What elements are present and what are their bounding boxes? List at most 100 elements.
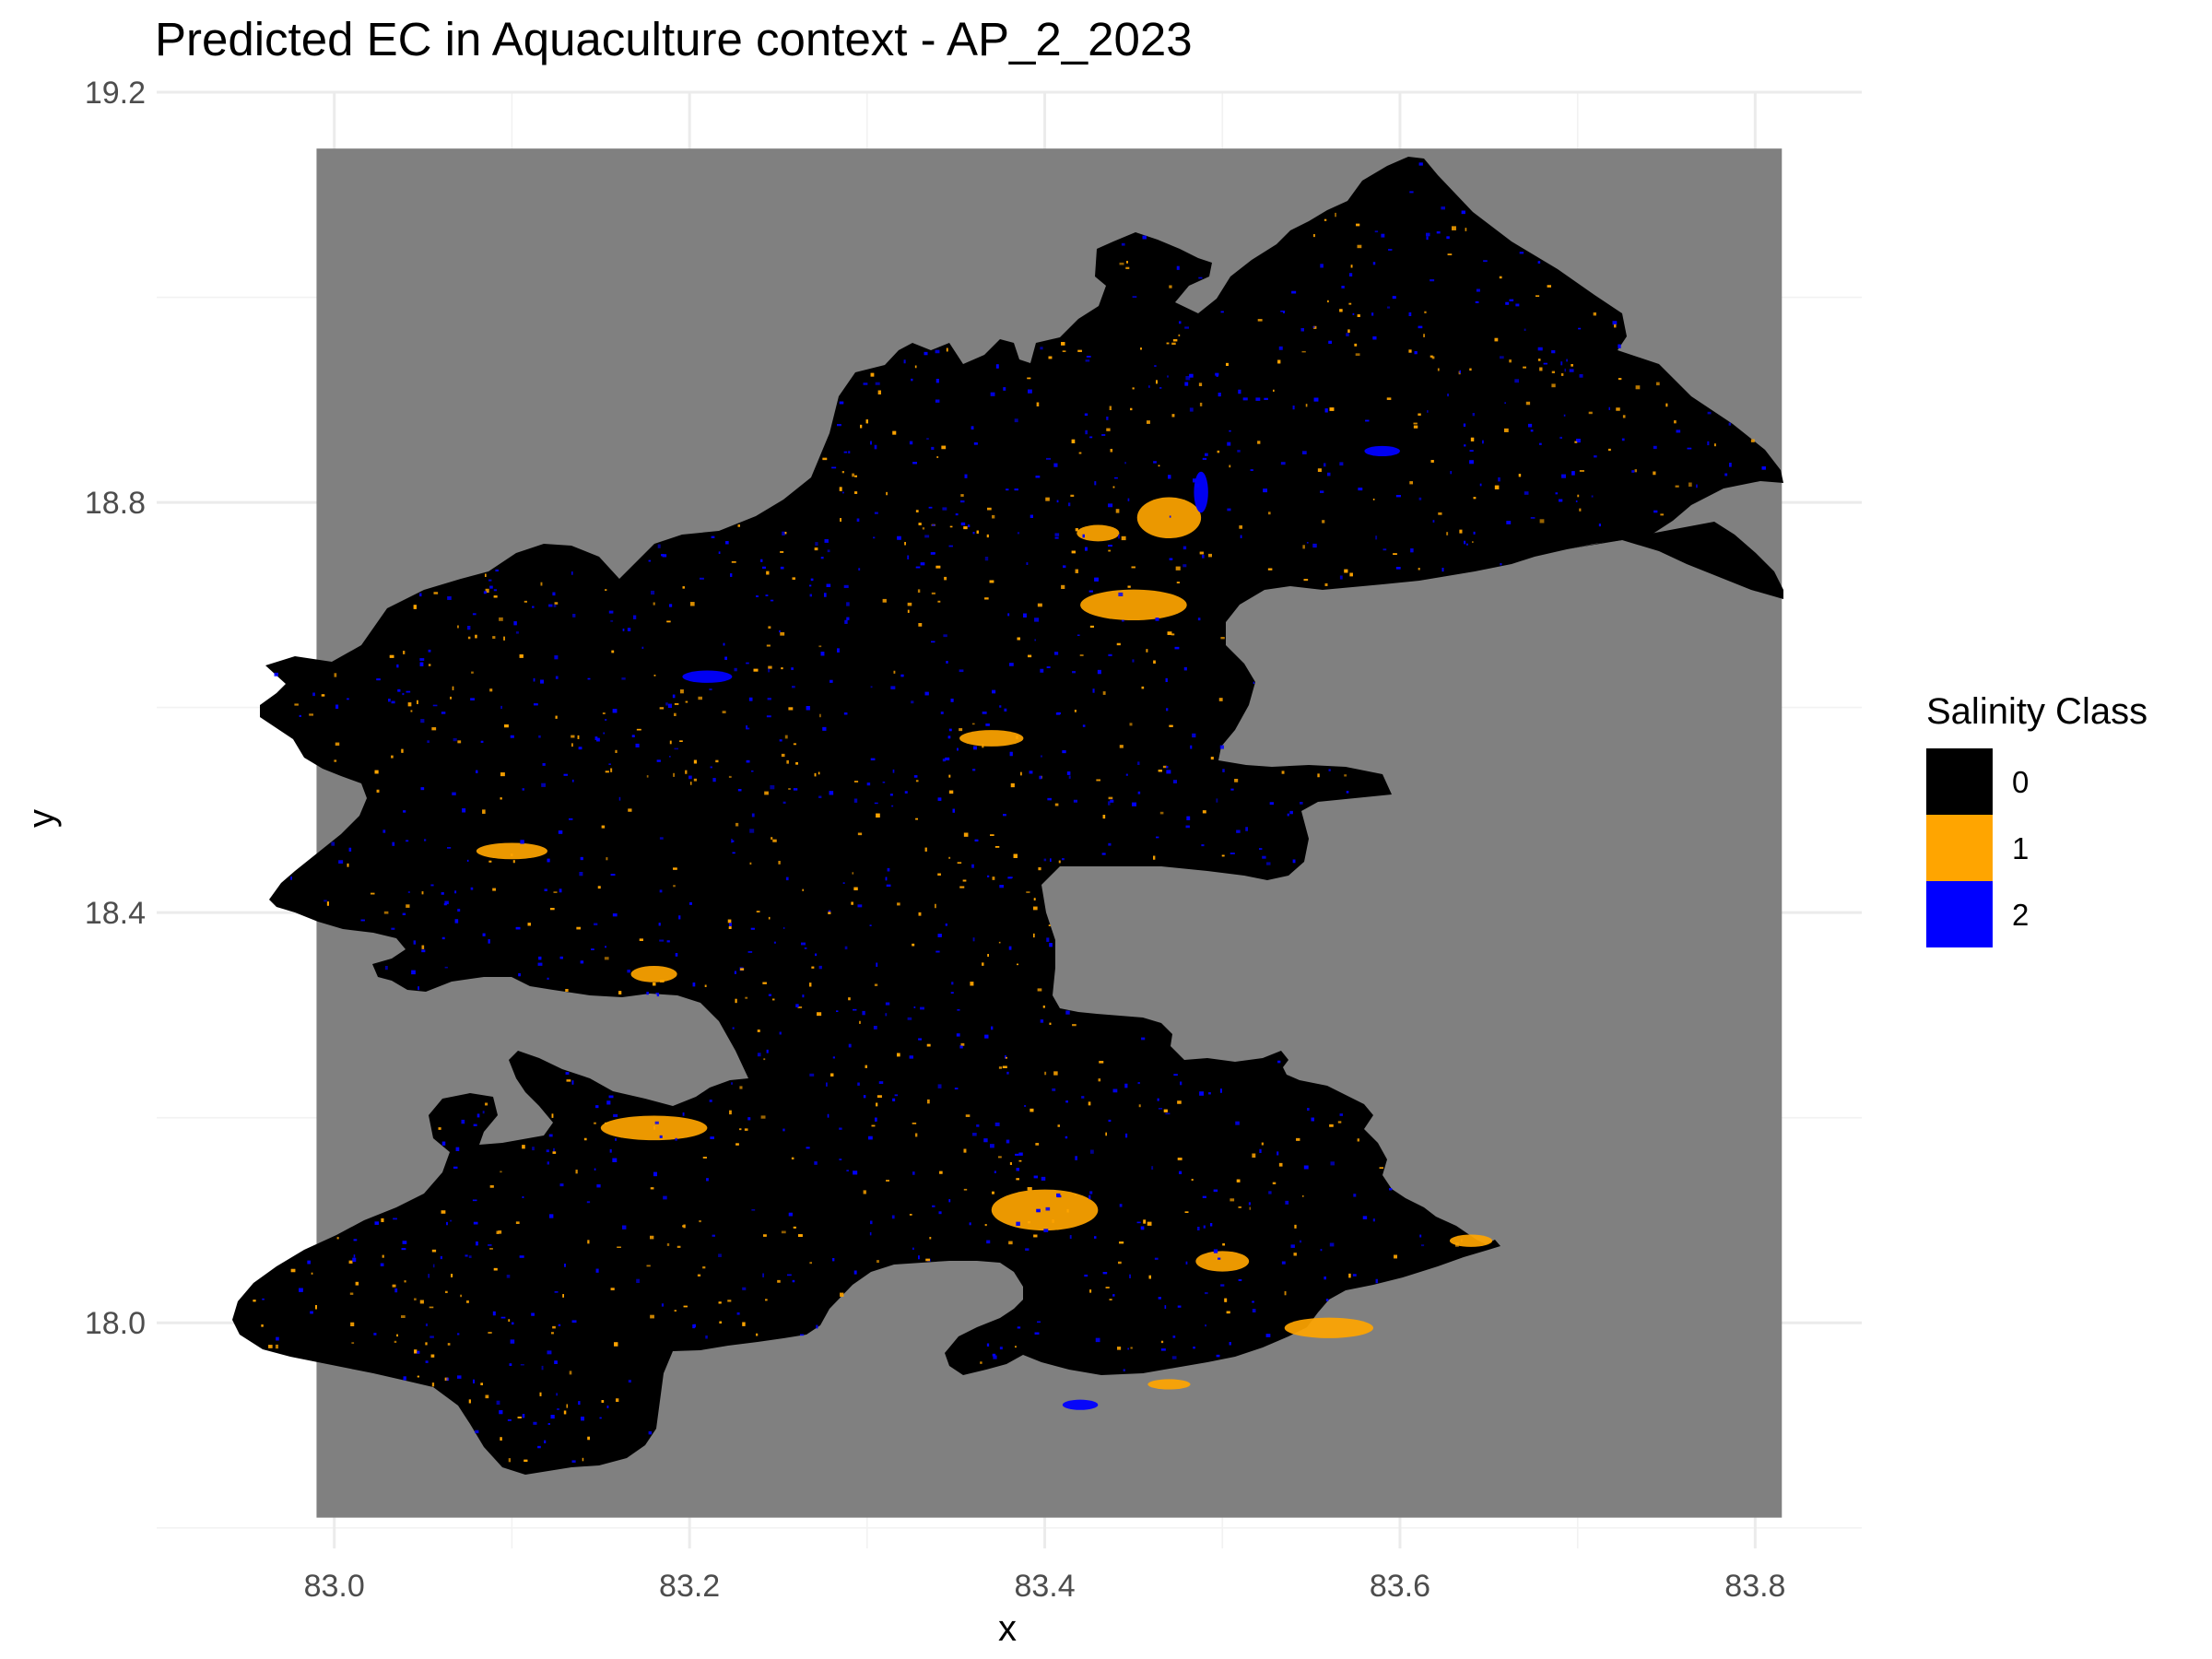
salinity-speckle (376, 789, 380, 793)
salinity-speckle (433, 592, 439, 594)
salinity-speckle (1299, 1240, 1302, 1243)
salinity-speckle (976, 530, 979, 534)
salinity-speckle (396, 664, 399, 668)
salinity-speckle (1169, 558, 1173, 560)
salinity-speckle (1210, 1223, 1213, 1227)
salinity-speckle (334, 673, 337, 677)
salinity-speckle (983, 1138, 988, 1143)
salinity-speckle (419, 662, 424, 666)
salinity-speckle (591, 948, 594, 950)
salinity-speckle (1300, 328, 1304, 332)
salinity-speckle (742, 1322, 746, 1326)
salinity-speckle (541, 1365, 544, 1371)
salinity-speckle (1560, 373, 1564, 376)
salinity-speckle (1077, 349, 1082, 352)
salinity-speckle (401, 1248, 406, 1251)
salinity-speckle (1220, 1088, 1222, 1093)
salinity-speckle (452, 792, 456, 795)
salinity-speckle (1301, 350, 1306, 353)
salinity-speckle (419, 1300, 424, 1304)
legend-label: 0 (2012, 765, 2029, 799)
salinity-speckle (1008, 946, 1012, 950)
salinity-speckle (1167, 631, 1172, 635)
salinity-speckle (594, 1168, 596, 1171)
salinity-speckle (912, 1171, 915, 1175)
salinity-speckle (669, 756, 671, 758)
salinity-speckle (911, 700, 914, 704)
salinity-speckle (1344, 569, 1348, 573)
salinity-speckle (1017, 532, 1020, 535)
salinity-speckle (837, 648, 840, 653)
salinity-speckle (915, 566, 921, 569)
salinity-speckle (519, 654, 524, 658)
salinity-speckle (693, 778, 697, 782)
salinity-speckle (1159, 387, 1162, 389)
salinity-speckle (382, 830, 386, 833)
salinity-speckle (809, 594, 812, 597)
salinity-speckle (971, 864, 974, 868)
salinity-speckle (915, 510, 919, 512)
salinity-speckle (659, 939, 665, 942)
salinity-speckle (1427, 410, 1429, 413)
salinity-speckle (1324, 218, 1327, 221)
salinity-speckle (918, 912, 922, 916)
salinity-speckle (1392, 296, 1396, 300)
salinity-speckle (1075, 1156, 1077, 1160)
salinity-speckle (735, 1143, 739, 1146)
salinity-speckle (842, 882, 845, 884)
salinity-speckle (575, 1170, 578, 1174)
salinity-speckle (554, 1360, 558, 1364)
salinity-speckle (1687, 447, 1692, 450)
salinity-speckle (939, 1171, 943, 1174)
salinity-speckle (1220, 637, 1225, 640)
salinity-speckle (1560, 361, 1563, 366)
salinity-speckle (889, 794, 893, 796)
salinity-speckle (925, 1258, 930, 1262)
salinity-speckle (371, 892, 375, 895)
salinity-speckle (610, 874, 616, 877)
salinity-speckle (1191, 1179, 1194, 1182)
salinity-speckle (770, 785, 775, 790)
salinity-speckle (1357, 244, 1362, 249)
salinity-speckle (999, 885, 1004, 888)
salinity-speckle (780, 632, 785, 636)
salinity-speckle (1312, 326, 1315, 328)
salinity-speckle (421, 891, 424, 895)
salinity-speckle (472, 613, 477, 616)
salinity-speckle (1003, 814, 1006, 817)
salinity-speckle (544, 1440, 547, 1443)
salinity-speckle (417, 1350, 420, 1354)
salinity-speckle (522, 1414, 525, 1418)
salinity-speckle (403, 651, 406, 654)
salinity-speckle (548, 604, 553, 607)
salinity-speckle (1105, 1287, 1110, 1288)
salinity-speckle (1006, 1056, 1007, 1059)
salinity-speckle (1253, 681, 1255, 684)
salinity-speckle (1102, 815, 1106, 819)
salinity-speckle (973, 442, 978, 445)
salinity-class-clusters (476, 445, 1493, 1410)
salinity-speckle (1027, 1187, 1032, 1191)
salinity-speckle (1259, 848, 1263, 851)
salinity-speckle (918, 623, 923, 627)
salinity-speckle (839, 401, 844, 405)
salinity-speckle (1052, 1088, 1056, 1091)
salinity-speckle (1312, 234, 1315, 238)
salinity-speckle (1090, 1149, 1094, 1154)
salinity-speckle (648, 559, 651, 562)
salinity-speckle (677, 1245, 681, 1248)
salinity-speckle (498, 1230, 502, 1234)
salinity-speckle (897, 1053, 900, 1057)
legend-items: 012 (1926, 748, 2029, 947)
salinity-speckle (972, 937, 975, 942)
salinity-speckle (1004, 708, 1007, 712)
salinity-speckle (722, 711, 726, 713)
salinity-speckle (513, 621, 517, 626)
salinity-speckle (806, 706, 810, 711)
salinity-speckle (1017, 1326, 1021, 1329)
salinity-speckle (646, 1265, 651, 1267)
salinity-speckle (1033, 906, 1038, 911)
salinity-speckle (1312, 543, 1317, 548)
salinity-speckle (918, 523, 922, 525)
salinity-speckle (1551, 371, 1555, 373)
